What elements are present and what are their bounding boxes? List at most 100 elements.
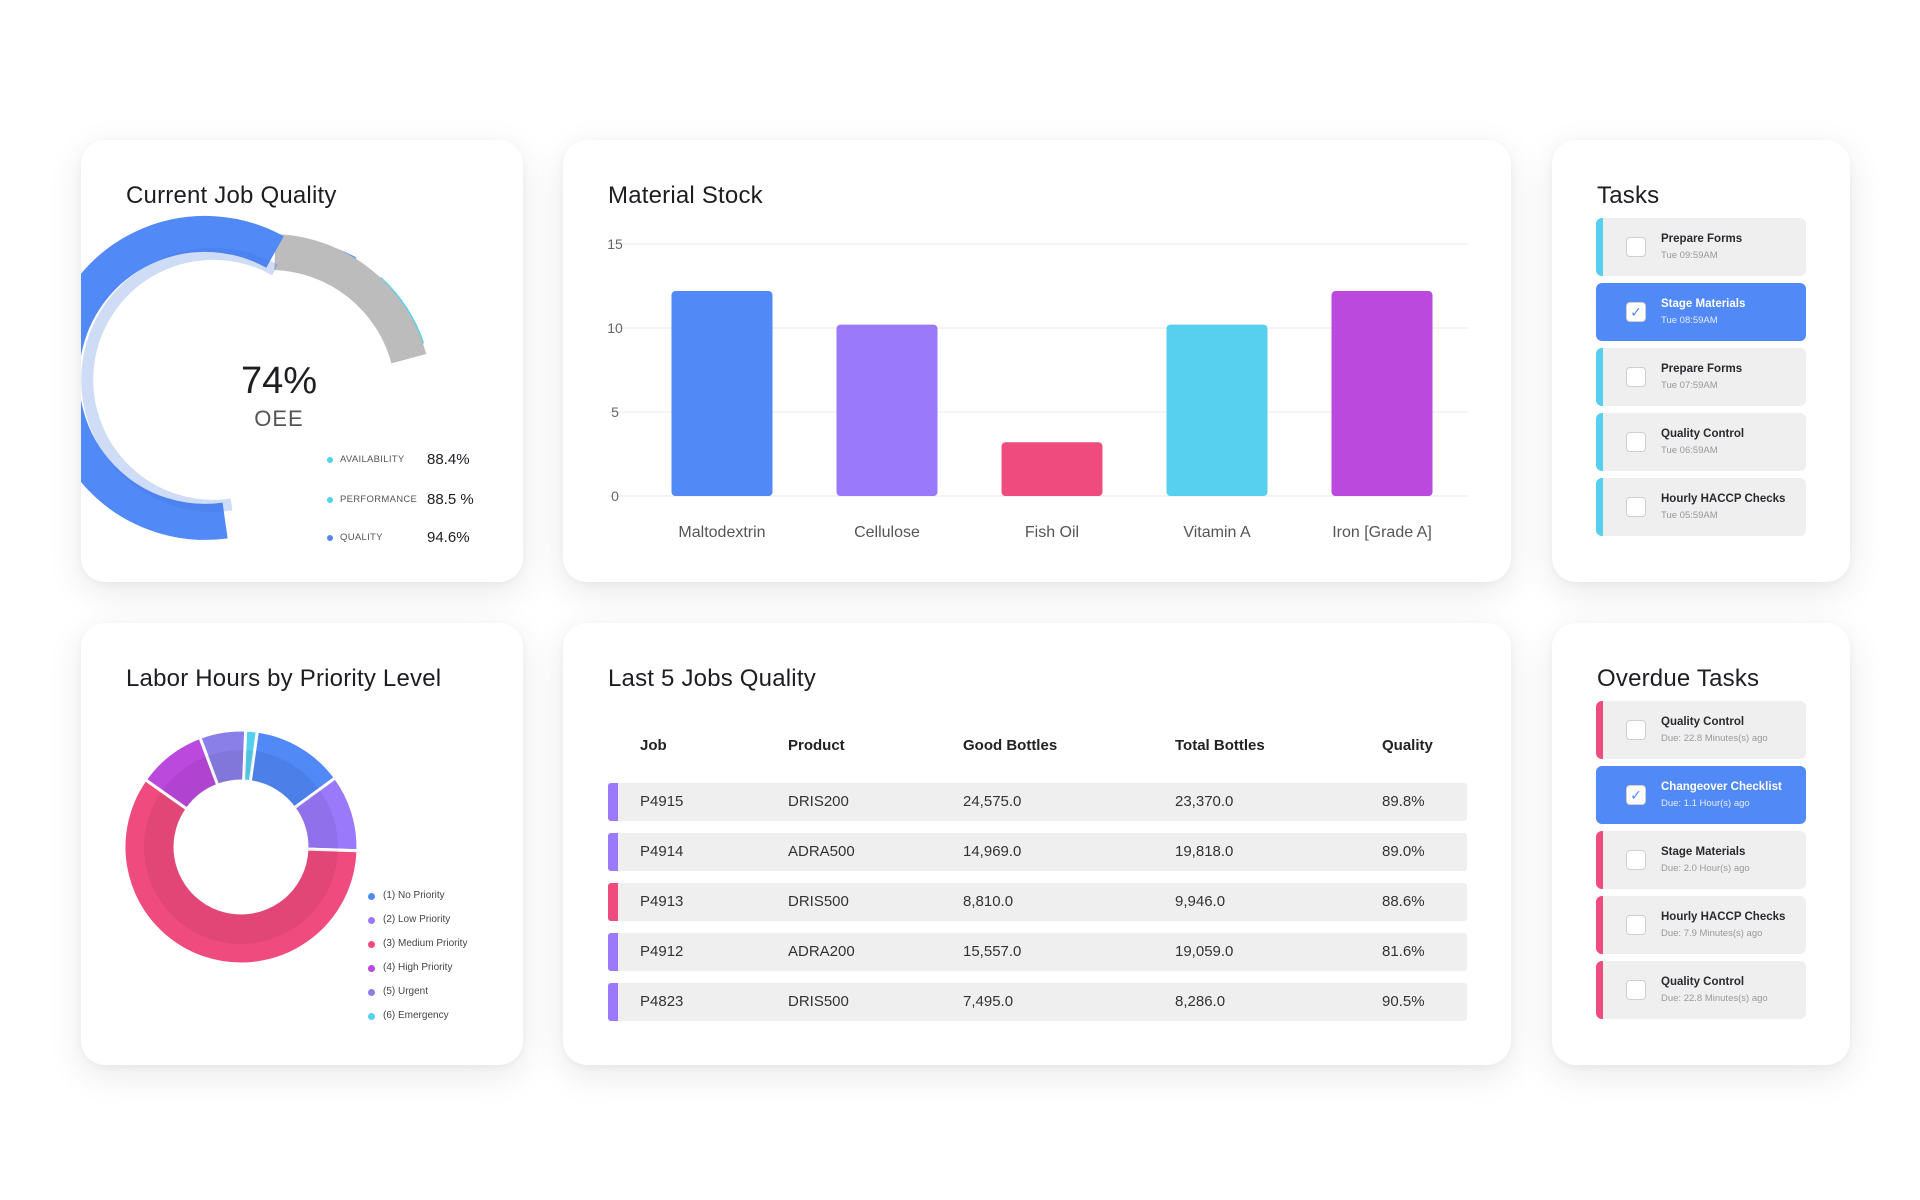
row-stripe bbox=[608, 983, 618, 1021]
task-title: Stage Materials bbox=[1661, 298, 1746, 310]
legend-label: (6) Emergency bbox=[383, 1010, 449, 1021]
bar bbox=[1166, 324, 1268, 496]
cell-good-bottles: 15,557.0 bbox=[963, 943, 1022, 960]
column-header-job[interactable]: Job bbox=[640, 737, 667, 754]
y-tick-label: 10 bbox=[607, 320, 623, 336]
cell-total-bottles: 8,286.0 bbox=[1175, 993, 1226, 1010]
cell-quality: 90.5% bbox=[1382, 993, 1425, 1010]
table-row[interactable]: P4823 DRIS500 7,495.0 8,286.0 90.5% bbox=[608, 983, 1467, 1021]
legend-item: (2) Low Priority bbox=[368, 913, 508, 929]
task-checkbox[interactable] bbox=[1626, 915, 1646, 935]
task-title: Hourly HACCP Checks bbox=[1661, 493, 1786, 505]
x-tick-label: Vitamin A bbox=[1183, 524, 1251, 541]
task-checkbox[interactable] bbox=[1626, 432, 1646, 452]
task-item[interactable]: Hourly HACCP Checks Tue 05:59AM bbox=[1596, 478, 1806, 536]
column-header-total-bottles[interactable]: Total Bottles bbox=[1175, 737, 1265, 754]
task-title: Quality Control bbox=[1661, 428, 1745, 440]
task-title: Hourly HACCP Checks bbox=[1661, 911, 1786, 923]
task-checkbox-checked[interactable]: ✓ bbox=[1626, 302, 1646, 322]
task-checkbox-checked[interactable]: ✓ bbox=[1626, 785, 1646, 805]
material-stock-card: Material Stock 0 5 10 15 Maltodextrin Cellulo… bbox=[563, 140, 1511, 582]
overdue-task-item[interactable]: Stage Materials Due: 2.0 Hour(s) ago bbox=[1596, 831, 1806, 889]
bar bbox=[1001, 442, 1103, 496]
x-tick-label: Fish Oil bbox=[1025, 524, 1079, 541]
oee-value: 74% bbox=[240, 360, 318, 402]
task-due: Due: 2.0 Hour(s) ago bbox=[1661, 863, 1750, 874]
task-title: Changeover Checklist bbox=[1661, 781, 1782, 793]
availability-dot bbox=[327, 457, 333, 463]
x-tick-label: Maltodextrin bbox=[678, 524, 765, 541]
y-tick-label: 15 bbox=[607, 236, 623, 252]
task-item[interactable]: Quality Control Tue 06:59AM bbox=[1596, 413, 1806, 471]
task-title: Stage Materials bbox=[1661, 846, 1746, 858]
legend-label: (5) Urgent bbox=[383, 986, 429, 997]
material-stock-title: Material Stock bbox=[608, 182, 763, 209]
overdue-task-item[interactable]: Hourly HACCP Checks Due: 7.9 Minutes(s) … bbox=[1596, 896, 1806, 954]
jobs-quality-card: Last 5 Jobs Quality Job Product Good Bot… bbox=[563, 623, 1511, 1065]
row-stripe bbox=[608, 783, 618, 821]
task-checkbox[interactable] bbox=[1626, 497, 1646, 517]
cell-good-bottles: 8,810.0 bbox=[963, 893, 1014, 910]
task-checkbox[interactable] bbox=[1626, 720, 1646, 740]
cell-product: DRIS500 bbox=[788, 893, 849, 910]
donut-slice bbox=[122, 777, 360, 966]
task-title: Prepare Forms bbox=[1661, 363, 1743, 375]
task-checkbox[interactable] bbox=[1626, 367, 1646, 387]
y-tick-label: 5 bbox=[611, 404, 619, 420]
task-checkbox[interactable] bbox=[1626, 850, 1646, 870]
availability-value: 88.4% bbox=[427, 451, 470, 468]
legend-item: (6) Emergency bbox=[368, 1009, 508, 1025]
task-stripe bbox=[1596, 701, 1603, 759]
quality-dot bbox=[327, 535, 333, 541]
table-row[interactable]: P4915 DRIS200 24,575.0 23,370.0 89.8% bbox=[608, 783, 1467, 821]
cell-total-bottles: 23,370.0 bbox=[1175, 793, 1234, 810]
job-quality-title: Current Job Quality bbox=[126, 182, 337, 209]
column-header-product[interactable]: Product bbox=[788, 737, 845, 754]
row-stripe bbox=[608, 833, 618, 871]
cell-job: P4913 bbox=[640, 893, 684, 910]
task-item-active[interactable]: ✓ Stage Materials Tue 08:59AM bbox=[1596, 283, 1806, 341]
task-title: Prepare Forms bbox=[1661, 233, 1743, 245]
column-header-quality[interactable]: Quality bbox=[1382, 737, 1433, 754]
task-due: Due: 7.9 Minutes(s) ago bbox=[1661, 928, 1763, 939]
task-item[interactable]: Prepare Forms Tue 07:59AM bbox=[1596, 348, 1806, 406]
performance-value: 88.5 % bbox=[427, 491, 474, 508]
task-checkbox[interactable] bbox=[1626, 237, 1646, 257]
overdue-task-item[interactable]: Quality Control Due: 22.8 Minutes(s) ago bbox=[1596, 701, 1806, 759]
oee-label: OEE bbox=[254, 406, 304, 431]
task-checkbox[interactable] bbox=[1626, 980, 1646, 1000]
tasks-title: Tasks bbox=[1597, 182, 1660, 209]
quality-label: QUALITY bbox=[340, 532, 383, 543]
y-tick-label: 0 bbox=[611, 488, 619, 504]
material-stock-chart: 0 5 10 15 Maltodextrin Cellulose Fish Oil Vitam… bbox=[607, 236, 1468, 541]
legend-label: (2) Low Priority bbox=[383, 914, 451, 925]
table-row[interactable]: P4913 DRIS500 8,810.0 9,946.0 88.6% bbox=[608, 883, 1467, 921]
task-time: Tue 06:59AM bbox=[1661, 445, 1718, 456]
overdue-task-item[interactable]: Quality Control Due: 22.8 Minutes(s) ago bbox=[1596, 961, 1806, 1019]
column-header-good-bottles[interactable]: Good Bottles bbox=[963, 737, 1058, 754]
task-stripe bbox=[1596, 413, 1603, 471]
tasks-card: Tasks Prepare Forms Tue 09:59AM ✓ Stage … bbox=[1552, 140, 1850, 582]
task-title: Quality Control bbox=[1661, 716, 1745, 728]
donut-slice-shade bbox=[206, 750, 245, 785]
x-tick-label: Cellulose bbox=[854, 524, 920, 541]
task-item[interactable]: Prepare Forms Tue 09:59AM bbox=[1596, 218, 1806, 276]
jobs-quality-title: Last 5 Jobs Quality bbox=[608, 665, 816, 692]
task-due: Due: 22.8 Minutes(s) ago bbox=[1661, 993, 1768, 1004]
table-row[interactable]: P4914 ADRA500 14,969.0 19,818.0 89.0% bbox=[608, 833, 1467, 871]
cell-job: P4914 bbox=[640, 843, 684, 860]
legend-item: (4) High Priority bbox=[368, 961, 508, 977]
labor-hours-title: Labor Hours by Priority Level bbox=[126, 665, 442, 692]
cell-total-bottles: 19,818.0 bbox=[1175, 843, 1234, 860]
cell-quality: 89.0% bbox=[1382, 843, 1425, 860]
cell-product: DRIS200 bbox=[788, 793, 849, 810]
metric-quality: QUALITY 94.6% bbox=[327, 528, 487, 548]
cell-good-bottles: 7,495.0 bbox=[963, 993, 1014, 1010]
task-due: Due: 1.1 Hour(s) ago bbox=[1661, 798, 1750, 809]
overdue-tasks-title: Overdue Tasks bbox=[1597, 665, 1760, 692]
job-quality-card: Current Job Quality 74% OEE AVAILABILITY… bbox=[81, 140, 523, 582]
donut-slice bbox=[242, 728, 260, 784]
task-stripe bbox=[1596, 218, 1603, 276]
table-row[interactable]: P4912 ADRA200 15,557.0 19,059.0 81.6% bbox=[608, 933, 1467, 971]
overdue-task-item-active[interactable]: ✓ Changeover Checklist Due: 1.1 Hour(s) … bbox=[1596, 766, 1806, 824]
